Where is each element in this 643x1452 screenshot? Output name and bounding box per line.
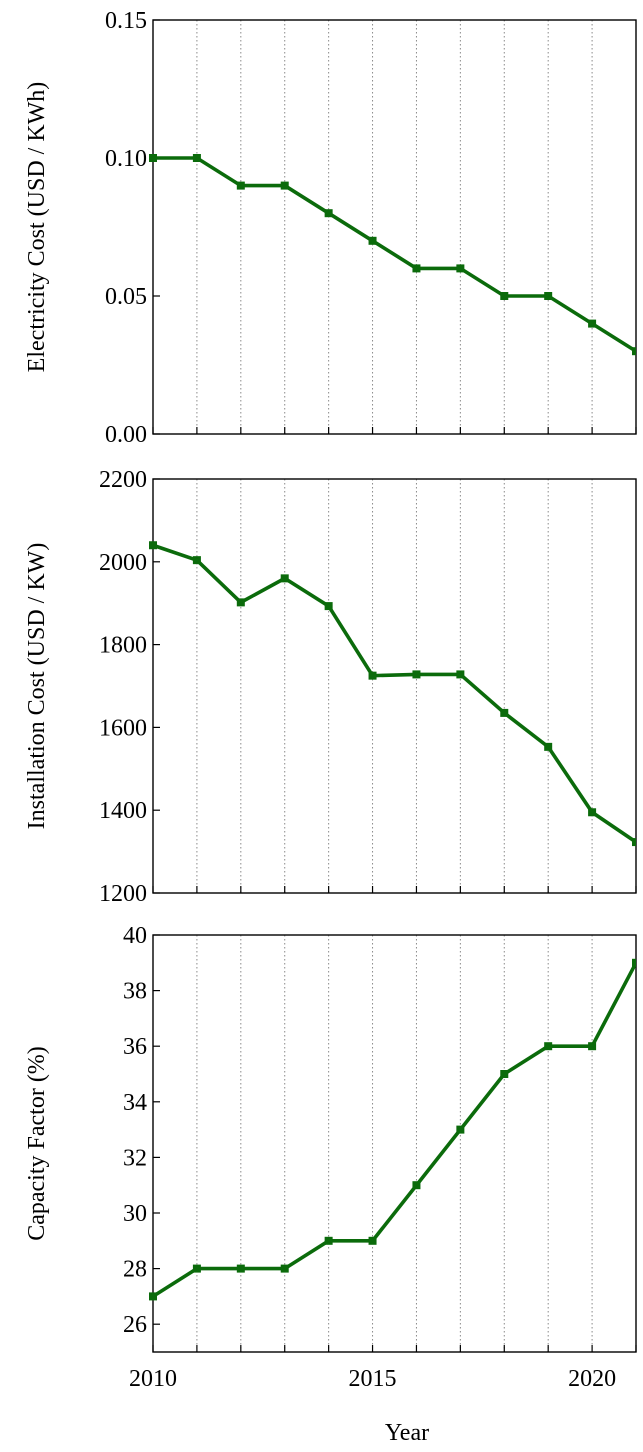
y-tick-label: 1400 <box>99 798 147 824</box>
y-tick-label: 28 <box>123 1257 147 1283</box>
plot-frame <box>152 19 637 435</box>
y-tick-label: 36 <box>123 1034 147 1060</box>
y-tick-label: 2200 <box>99 467 147 493</box>
series-line <box>153 156 636 353</box>
y-axis-title: Installation Cost (USD / KW) <box>24 543 50 830</box>
data-point <box>412 1181 421 1190</box>
data-point <box>588 808 597 817</box>
plot-frame <box>152 478 637 894</box>
data-point <box>500 708 509 717</box>
data-point <box>324 209 333 218</box>
data-point <box>456 264 465 273</box>
data-point <box>632 838 636 847</box>
data-point <box>236 181 245 190</box>
data-point <box>544 742 553 751</box>
series-line <box>152 543 636 844</box>
y-tick-label: 0.00 <box>105 422 147 448</box>
data-point <box>588 319 597 328</box>
data-point <box>149 154 157 162</box>
data-point <box>149 541 157 550</box>
y-tick-label: 34 <box>123 1090 147 1116</box>
y-tick-label: 32 <box>123 1145 147 1171</box>
data-point <box>280 181 289 190</box>
data-point <box>456 670 465 679</box>
data-point <box>324 1236 333 1245</box>
data-point <box>412 264 421 273</box>
y-tick-label: 26 <box>123 1312 147 1338</box>
panel-1: 0.00 0.05 0.10 0.15 Electricity Cost (USD / … <box>24 8 637 448</box>
panel-2: 1200 1400 1600 1800 2000 2200 Installation Cos… <box>24 467 637 907</box>
y-tick-label: 0.15 <box>105 8 147 34</box>
data-point <box>544 1042 553 1051</box>
data-point <box>368 671 377 680</box>
data-point <box>456 1125 465 1134</box>
data-point <box>632 347 636 356</box>
data-point <box>588 1042 597 1051</box>
data-point <box>236 1264 245 1273</box>
data-point <box>632 958 636 967</box>
y-tick-label: 30 <box>123 1201 147 1227</box>
x-tick-label: 2015 <box>349 1366 397 1392</box>
data-point <box>236 598 245 607</box>
y-tick-label: 1200 <box>99 881 147 907</box>
data-point <box>324 602 333 611</box>
data-point <box>280 574 289 583</box>
x-tick-label: 2020 <box>568 1366 616 1392</box>
data-point <box>192 154 201 162</box>
y-tick-label: 40 <box>123 923 147 949</box>
data-point <box>149 1292 157 1301</box>
y-tick-label: 38 <box>123 979 147 1005</box>
series-line <box>152 961 636 1298</box>
data-point <box>192 556 201 565</box>
y-tick-label: 2000 <box>99 550 147 576</box>
y-tick-label: 0.05 <box>105 284 147 310</box>
y-tick-label: 1800 <box>99 633 147 659</box>
y-axis-title: Capacity Factor (%) <box>24 1046 50 1241</box>
data-point <box>500 1070 509 1078</box>
data-point <box>412 670 421 679</box>
chart-panels: 0.00 0.05 0.10 0.15 Electricity Cost (USD / … <box>24 8 637 1392</box>
x-tick-label: 2010 <box>129 1366 177 1392</box>
y-axis-title: Electricity Cost (USD / KWh) <box>24 82 50 373</box>
plot-frame <box>152 934 637 1353</box>
data-point <box>280 1264 289 1273</box>
data-point <box>500 292 509 300</box>
x-axis-title: Year <box>385 1420 429 1446</box>
panel-3: 26 28 30 32 34 36 38 40 2010 2015 2020 Capacity Fac… <box>24 923 637 1392</box>
data-point <box>544 292 553 300</box>
data-point <box>368 236 377 245</box>
data-point <box>368 1236 377 1245</box>
data-point <box>192 1264 201 1273</box>
y-tick-label: 0.10 <box>105 146 147 172</box>
y-tick-label: 1600 <box>99 715 147 741</box>
